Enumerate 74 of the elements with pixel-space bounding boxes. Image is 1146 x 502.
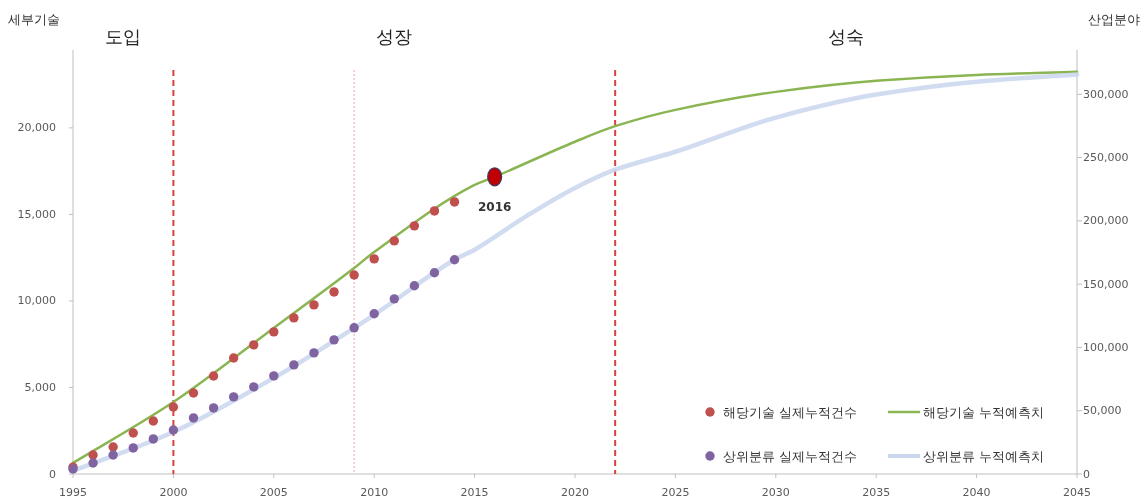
y-tick-label: 5,000 xyxy=(24,380,56,394)
y2-tick-label: 250,000 xyxy=(1083,151,1129,165)
x-tick-label: 2000 xyxy=(159,486,188,499)
text: 성숙 xyxy=(828,26,865,47)
x-tick-label: 2045 xyxy=(1063,486,1091,499)
point xyxy=(449,197,460,207)
y-tick-label: 20,000 xyxy=(17,121,56,135)
point xyxy=(269,327,279,337)
point xyxy=(188,413,199,423)
point xyxy=(168,425,179,435)
y-tick-label: 0 xyxy=(49,467,56,481)
point xyxy=(349,323,359,333)
y2-tick-label: 0 xyxy=(1083,467,1090,481)
point xyxy=(329,287,339,297)
legend-label: 해당기술 누적예측치 xyxy=(923,405,1045,420)
y-tick-label: 10,000 xyxy=(17,294,56,308)
x-tick-label: 2010 xyxy=(360,486,389,499)
point xyxy=(369,309,379,319)
x-tick-label: 2030 xyxy=(761,486,790,499)
point xyxy=(108,450,118,460)
x-tick-label: 2025 xyxy=(661,486,690,499)
point xyxy=(389,236,399,246)
point xyxy=(429,206,440,216)
point xyxy=(429,268,440,278)
text: 도입 xyxy=(105,26,142,47)
point xyxy=(309,348,319,358)
point xyxy=(88,450,98,460)
x-tick-label: 2040 xyxy=(962,486,991,499)
point xyxy=(188,388,199,398)
y-axis-title: 세부기술 xyxy=(8,12,60,27)
point xyxy=(309,300,319,310)
point xyxy=(208,371,219,381)
point xyxy=(148,416,159,426)
y2-tick-label: 150,000 xyxy=(1083,277,1129,291)
point xyxy=(289,360,299,370)
point xyxy=(329,335,339,345)
x-tick-label: 2020 xyxy=(561,486,589,499)
y-tick-label: 15,000 xyxy=(17,207,56,221)
y2-tick-label: 100,000 xyxy=(1083,340,1129,354)
point xyxy=(369,254,379,264)
x-tick-label: 2015 xyxy=(460,486,489,499)
point xyxy=(249,382,259,392)
point xyxy=(269,371,279,381)
point xyxy=(168,402,179,412)
point xyxy=(148,434,159,444)
x-tick-label: 2035 xyxy=(862,486,891,499)
legend-item: 해당기술 실제누적건수 xyxy=(705,405,858,420)
point xyxy=(389,294,399,304)
x-tick-label: 1995 xyxy=(59,486,87,499)
point xyxy=(289,313,299,323)
point xyxy=(228,353,239,363)
point xyxy=(128,443,138,453)
point xyxy=(349,270,359,280)
point xyxy=(409,281,420,291)
legend-item: 상위분류 실제누적건수 xyxy=(705,449,858,464)
point xyxy=(108,442,118,452)
point xyxy=(128,428,138,438)
point xyxy=(88,458,98,468)
point xyxy=(487,167,503,187)
point xyxy=(228,392,239,402)
legend-item: 해당기술 누적예측치 xyxy=(888,405,1045,420)
legend-item: 상위분류 누적예측치 xyxy=(888,449,1045,464)
x-tick-label: 2005 xyxy=(259,486,288,499)
legend-label: 상위분류 누적예측치 xyxy=(923,449,1045,464)
y2-tick-label: 300,000 xyxy=(1083,87,1129,101)
point xyxy=(449,255,460,265)
annotation: 2016 xyxy=(477,199,512,214)
text: 성장 xyxy=(376,26,413,47)
point xyxy=(249,340,259,350)
y2-axis-title: 산업분야 xyxy=(1088,12,1140,27)
y2-tick-label: 200,000 xyxy=(1083,214,1129,228)
point xyxy=(409,221,420,231)
point xyxy=(208,403,219,413)
y2-tick-label: 50,000 xyxy=(1083,404,1122,418)
